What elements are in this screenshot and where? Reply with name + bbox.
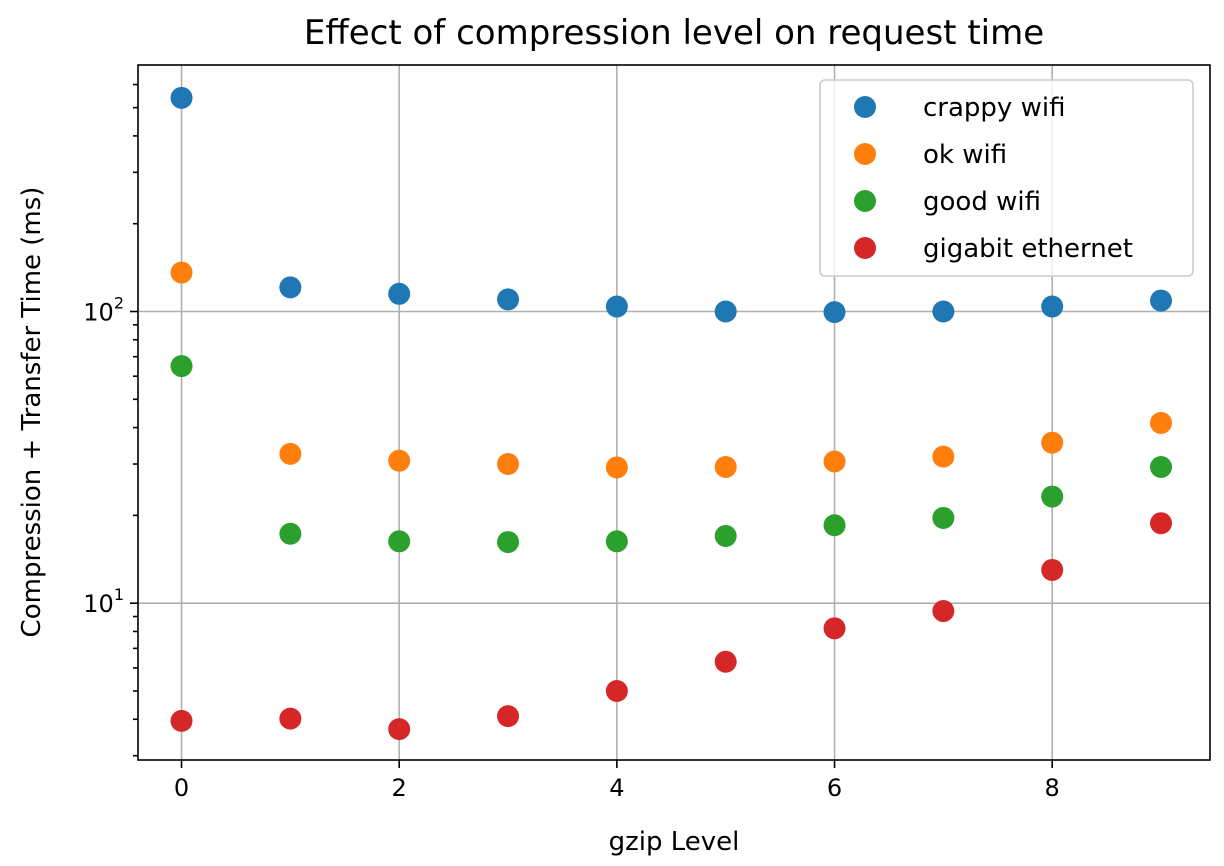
data-point <box>388 449 411 472</box>
legend-marker <box>854 143 876 165</box>
data-point <box>1041 431 1064 454</box>
chart-title: Effect of compression level on request t… <box>304 13 1044 53</box>
data-point <box>605 530 628 553</box>
data-point <box>714 300 737 323</box>
data-point <box>932 300 955 323</box>
y-tick-label: 101 <box>83 585 124 618</box>
legend-label: ok wifi <box>923 140 1007 170</box>
legend-marker <box>854 190 876 212</box>
data-point <box>1150 289 1173 312</box>
data-point <box>170 86 193 109</box>
data-point <box>714 456 737 479</box>
data-point <box>170 709 193 732</box>
data-point <box>1150 411 1173 434</box>
data-point <box>170 261 193 284</box>
data-point <box>605 295 628 318</box>
x-tick-label: 2 <box>392 774 407 802</box>
data-point <box>932 445 955 468</box>
data-point <box>279 522 302 545</box>
x-tick-label: 4 <box>609 774 624 802</box>
legend: crappy wifi ok wifi good wifi gigabit ether… <box>819 79 1194 277</box>
x-axis-label: gzip Level <box>609 827 740 857</box>
data-point <box>388 282 411 305</box>
data-points <box>170 86 1173 741</box>
data-point <box>170 355 193 378</box>
x-tick-label: 0 <box>174 774 189 802</box>
legend-marker <box>854 96 876 118</box>
data-point <box>823 301 846 324</box>
data-point <box>1150 456 1173 479</box>
data-point <box>823 514 846 537</box>
y-tick-label: 102 <box>83 294 124 327</box>
data-point <box>605 679 628 702</box>
data-point <box>388 718 411 741</box>
x-tick-label: 6 <box>827 774 842 802</box>
data-point <box>497 531 520 554</box>
data-point <box>497 288 520 311</box>
data-point <box>714 524 737 547</box>
data-point <box>279 276 302 299</box>
legend-box <box>819 79 1194 277</box>
data-point <box>497 453 520 476</box>
data-point <box>388 530 411 553</box>
data-point <box>605 456 628 479</box>
data-point <box>932 600 955 623</box>
data-point <box>823 617 846 640</box>
legend-label: good wifi <box>923 187 1041 217</box>
y-axis-label: Compression + Transfer Time (ms) <box>17 187 47 638</box>
data-point <box>932 506 955 529</box>
data-point <box>714 650 737 673</box>
data-point <box>1041 295 1064 318</box>
data-point <box>279 707 302 730</box>
legend-label: gigabit ethernet <box>923 234 1133 264</box>
data-point <box>1041 485 1064 508</box>
legend-marker <box>854 237 876 259</box>
data-point <box>823 450 846 473</box>
legend-label: crappy wifi <box>923 93 1065 123</box>
x-tick-label: 8 <box>1045 774 1060 802</box>
data-point <box>1041 558 1064 581</box>
axis-ticks: 0 2 4 6 8 101 102 <box>83 83 1060 802</box>
data-point <box>497 705 520 728</box>
data-point <box>1150 512 1173 535</box>
plot-frame <box>137 64 1211 761</box>
data-point <box>279 442 302 465</box>
